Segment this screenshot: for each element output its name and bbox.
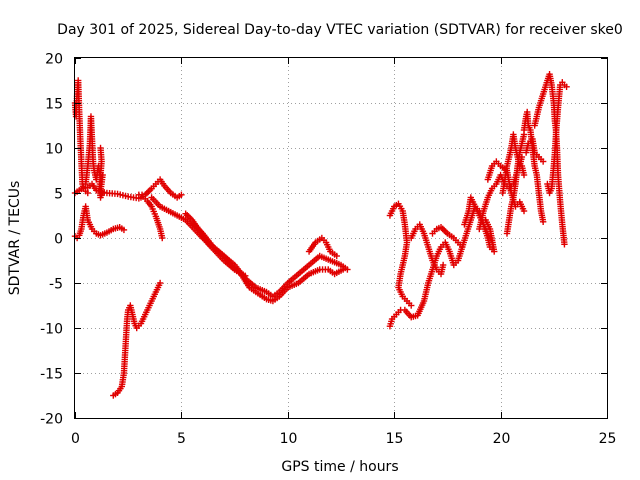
grid xyxy=(75,58,607,418)
data-point xyxy=(178,191,185,198)
data-point xyxy=(520,207,528,215)
data-point xyxy=(156,279,164,287)
y-tick-labels: 20 15 10 5 0 -5 -10 -15 -20 xyxy=(40,52,63,428)
plot-frame xyxy=(74,57,608,419)
y-tick-label: -20 xyxy=(40,412,63,428)
x-tick-label: 20 xyxy=(493,431,511,447)
x-tick-labels: 0 5 10 15 20 25 xyxy=(71,431,616,447)
x-tick-label: 10 xyxy=(280,431,298,447)
x-axis-title: GPS time / hours xyxy=(281,459,398,475)
x-tick-label: 5 xyxy=(177,431,186,447)
data-point xyxy=(84,189,91,197)
x-tick-label: 25 xyxy=(599,431,617,447)
data-point xyxy=(120,226,128,234)
data-point xyxy=(439,261,447,269)
y-tick-label: 20 xyxy=(45,52,63,68)
data-point xyxy=(459,243,466,251)
y-tick-label: -10 xyxy=(40,322,63,338)
data-point xyxy=(561,241,568,248)
data-point xyxy=(242,272,249,279)
y-tick-label: -5 xyxy=(49,277,63,293)
data-point xyxy=(539,218,547,225)
x-tick-label: 0 xyxy=(71,431,80,447)
y-tick-label: 0 xyxy=(54,232,63,248)
data-point xyxy=(520,171,528,179)
y-tick-label: -15 xyxy=(40,367,63,383)
y-tick-label: 15 xyxy=(45,97,63,113)
data-point xyxy=(563,83,570,90)
data-point xyxy=(159,234,166,242)
y-axis-title: SDTVAR / TECUs xyxy=(7,181,23,296)
data-point xyxy=(333,252,340,260)
data-point xyxy=(408,302,415,309)
y-tick-label: 5 xyxy=(54,187,63,203)
axis-ticks xyxy=(75,58,608,419)
y-tick-label: 10 xyxy=(45,142,63,158)
chart-title: Day 301 of 2025, Sidereal Day-to-day VTE… xyxy=(57,22,623,38)
data-point xyxy=(518,153,526,161)
x-tick-label: 15 xyxy=(386,431,404,447)
data-point xyxy=(339,266,347,273)
data-point xyxy=(539,158,547,165)
data-points xyxy=(71,71,570,399)
